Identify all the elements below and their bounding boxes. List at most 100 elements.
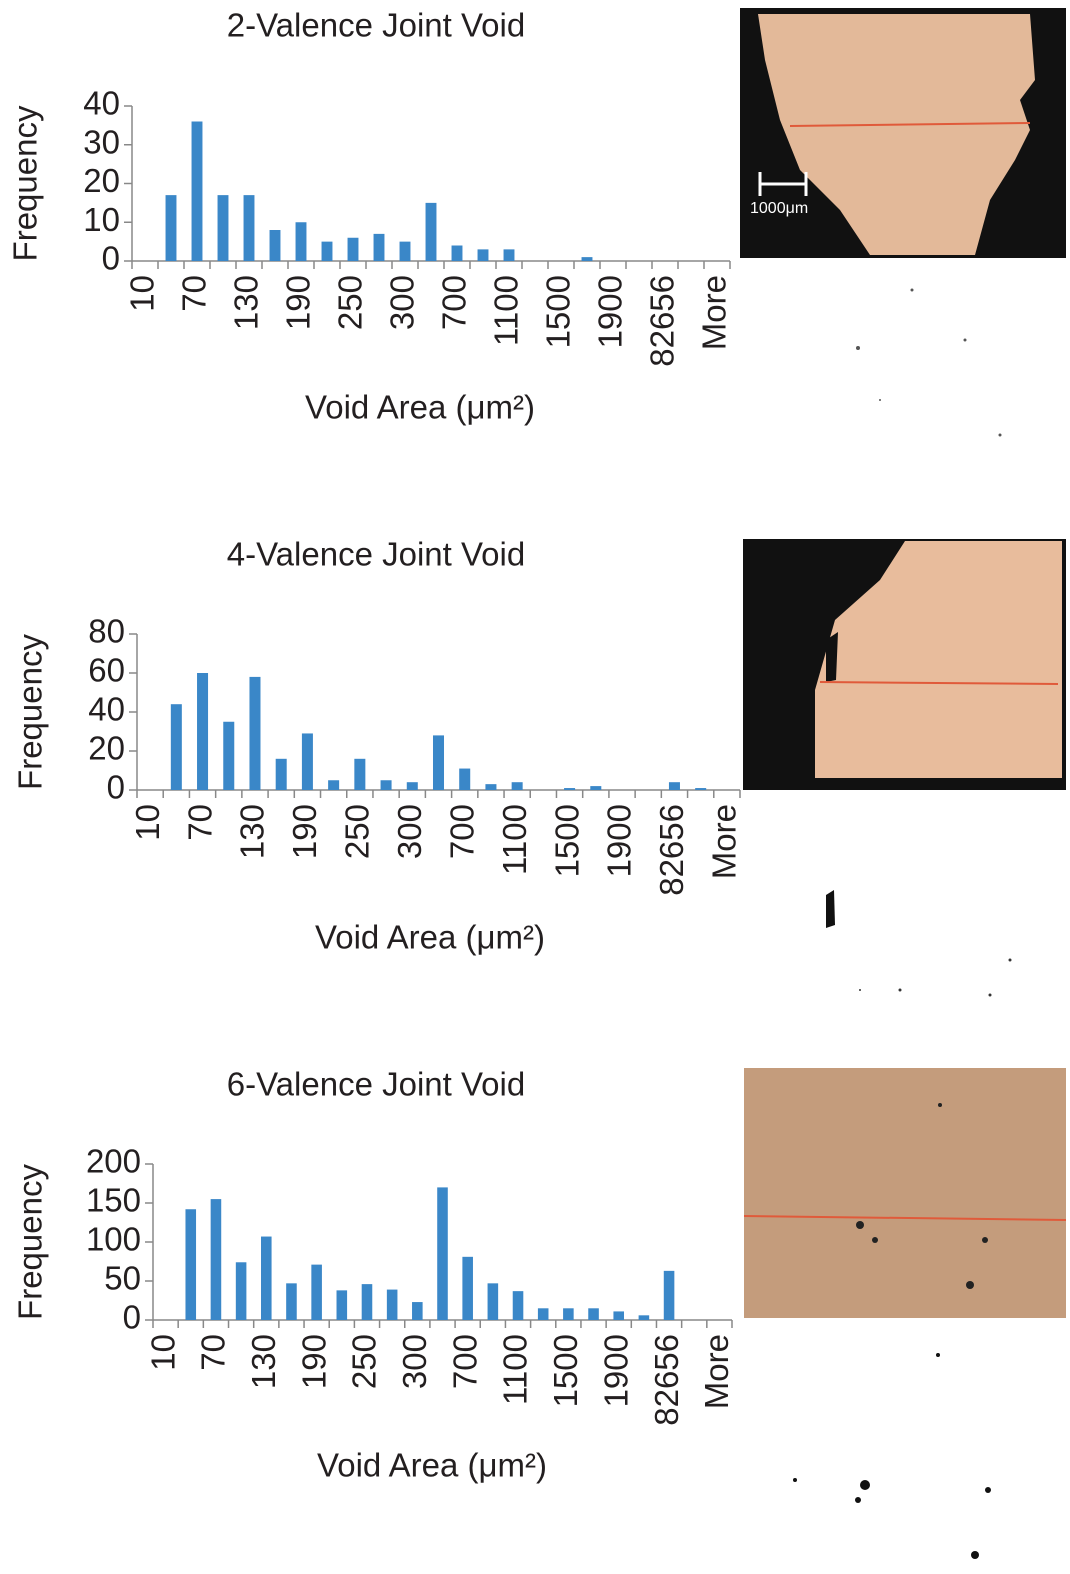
bar — [437, 1187, 448, 1320]
x-tick-label: 10 — [144, 1334, 181, 1371]
x-tick-label: 1500 — [547, 1334, 584, 1407]
x-tick-label: 130 — [245, 1334, 282, 1389]
bar — [564, 788, 575, 790]
y-tick-label: 0 — [107, 769, 125, 806]
bar — [311, 1265, 322, 1320]
x-tick-label: More — [698, 1334, 735, 1409]
y-axis-title: Frequency — [12, 634, 49, 790]
bar — [192, 122, 203, 262]
bar — [426, 203, 437, 261]
x-tick-label: 1900 — [597, 1334, 634, 1407]
bar — [639, 1315, 650, 1320]
bar — [236, 1262, 247, 1320]
bar — [590, 786, 601, 790]
x-tick-label: 1500 — [548, 804, 585, 877]
x-tick-label: 70 — [181, 804, 218, 841]
x-tick-label: 1500 — [540, 275, 577, 348]
x-tick-label: 250 — [332, 275, 369, 330]
bar — [459, 769, 470, 790]
bar — [588, 1308, 599, 1320]
x-tick-label: 190 — [280, 275, 317, 330]
bar — [337, 1290, 348, 1320]
x-tick-label: 70 — [176, 275, 213, 312]
threshold-image — [793, 1353, 991, 1559]
threshold-image — [826, 890, 1012, 997]
bar — [563, 1308, 574, 1320]
x-axis-title: Void Area (μm²) — [317, 1447, 547, 1484]
y-axis-title: Frequency — [7, 105, 44, 261]
bar — [488, 1283, 499, 1320]
chart-title: 6-Valence Joint Void — [227, 1066, 525, 1103]
x-tick-label: 300 — [384, 275, 421, 330]
y-axis-title: Frequency — [12, 1164, 49, 1320]
x-tick-label: 300 — [396, 1334, 433, 1389]
y-tick-label: 150 — [86, 1182, 141, 1219]
x-tick-label: 1900 — [592, 275, 629, 348]
scale-label: 1000μm — [750, 200, 808, 217]
bar — [664, 1271, 675, 1320]
x-tick-label: 250 — [339, 804, 376, 859]
bar — [244, 195, 255, 261]
x-tick-label: 82656 — [653, 804, 690, 896]
x-tick-label: 700 — [443, 804, 480, 859]
bar — [286, 1283, 297, 1320]
bar — [412, 1302, 423, 1320]
bar — [249, 677, 260, 790]
x-tick-label: 1900 — [601, 804, 638, 877]
y-tick-label: 30 — [83, 123, 120, 160]
bar — [362, 1284, 373, 1320]
x-tick-label: 130 — [228, 275, 265, 330]
micrograph — [743, 539, 1066, 790]
y-tick-label: 50 — [104, 1260, 141, 1297]
bar — [197, 673, 208, 790]
x-tick-label: 250 — [346, 1334, 383, 1389]
bar — [223, 722, 234, 790]
y-tick-label: 40 — [83, 85, 120, 122]
x-tick-label: 1100 — [488, 275, 525, 346]
bar — [374, 234, 385, 261]
bar — [433, 735, 444, 790]
bar — [538, 1308, 549, 1320]
bar — [276, 759, 287, 790]
bar — [166, 195, 177, 261]
x-tick-label: 190 — [295, 1334, 332, 1389]
bar — [185, 1209, 196, 1320]
bar — [400, 242, 411, 261]
chart-title: 2-Valence Joint Void — [227, 7, 525, 44]
bar — [211, 1199, 222, 1320]
x-tick-label: 300 — [391, 804, 428, 859]
figure: 1000μm 2-Valence Joint Void Frequency Void… — [0, 0, 1070, 1574]
bar — [613, 1311, 624, 1320]
bar — [407, 782, 418, 790]
bar — [328, 780, 339, 790]
chart-title: 4-Valence Joint Void — [227, 536, 525, 573]
y-tick-label: 80 — [88, 613, 125, 650]
x-tick-label: 700 — [446, 1334, 483, 1389]
y-tick-label: 20 — [83, 162, 120, 199]
x-tick-label: More — [706, 804, 743, 879]
x-axis-title: Void Area (μm²) — [305, 389, 535, 426]
bar — [302, 733, 313, 790]
bar — [452, 246, 463, 262]
bar — [348, 238, 359, 261]
bar — [171, 704, 182, 790]
y-tick-label: 40 — [88, 691, 125, 728]
y-tick-label: 20 — [88, 730, 125, 767]
y-tick-label: 60 — [88, 652, 125, 689]
bar — [504, 249, 515, 261]
y-tick-label: 200 — [86, 1143, 141, 1180]
bar — [512, 782, 523, 790]
bar — [270, 230, 281, 261]
y-tick-label: 10 — [83, 201, 120, 238]
bar — [354, 759, 365, 790]
bar — [381, 780, 392, 790]
bar — [478, 249, 489, 261]
bar — [485, 784, 496, 790]
x-tick-label: 70 — [195, 1334, 232, 1371]
x-tick-label: 82656 — [644, 275, 681, 367]
x-axis-title: Void Area (μm²) — [315, 919, 545, 956]
micrograph — [744, 1068, 1066, 1318]
x-tick-label: 700 — [436, 275, 473, 330]
bar — [387, 1290, 398, 1320]
bar — [322, 242, 333, 261]
